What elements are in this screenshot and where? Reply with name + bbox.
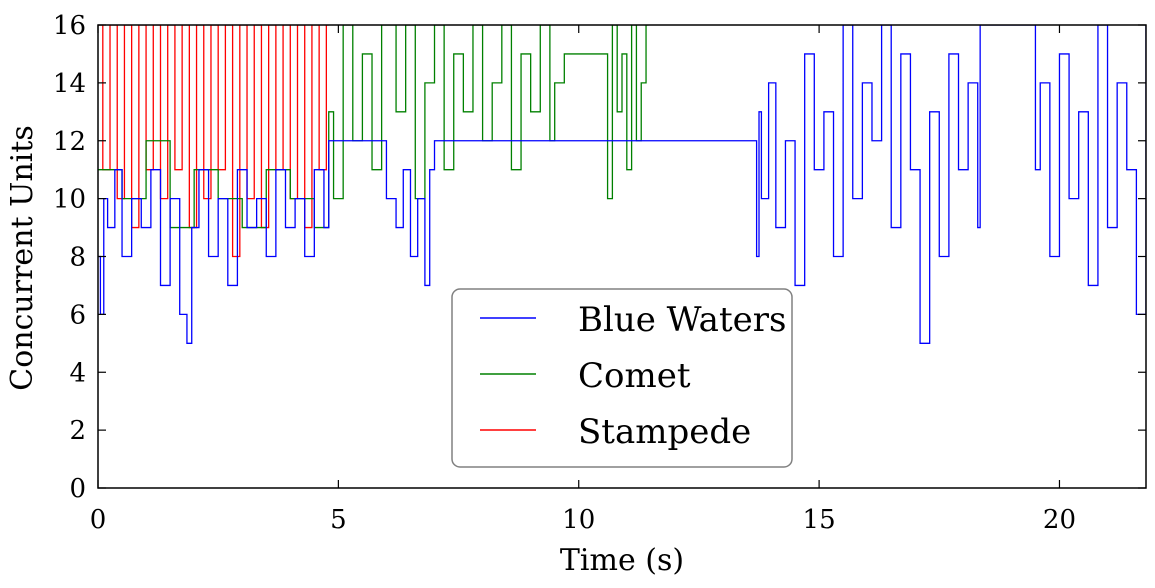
legend-label-comet: Comet (578, 356, 691, 396)
y-tick-label: 12 (53, 127, 86, 157)
series-layer (98, 25, 1146, 344)
tick-layer: 0 5 10 15 20 0 2 4 6 8 10 12 14 16 (53, 11, 1146, 535)
y-axis-label: Concurrent Units (5, 125, 40, 390)
series-line-blue-waters (98, 25, 1146, 344)
y-tick-label: 14 (53, 69, 86, 99)
series-line-comet (98, 25, 649, 229)
y-tick-label: 10 (53, 185, 86, 215)
x-tick-label: 0 (90, 505, 107, 535)
x-tick-label: 20 (1043, 505, 1076, 535)
y-tick-label: 2 (69, 416, 86, 446)
series-line-stampede (98, 25, 329, 258)
x-tick-label: 10 (562, 505, 595, 535)
legend: Blue Waters Comet Stampede (451, 288, 793, 468)
x-tick-label: 5 (330, 505, 347, 535)
x-axis-label: Time (s) (560, 543, 684, 578)
y-tick-label: 4 (69, 358, 86, 388)
y-tick-label: 16 (53, 11, 86, 41)
y-tick-label: 6 (69, 300, 86, 330)
legend-label-stampede: Stampede (578, 412, 751, 452)
y-tick-label: 8 (69, 243, 86, 273)
legend-box (451, 288, 793, 468)
legend-label-blue-waters: Blue Waters (578, 300, 786, 340)
y-tick-label: 0 (69, 474, 86, 504)
x-tick-label: 15 (803, 505, 836, 535)
